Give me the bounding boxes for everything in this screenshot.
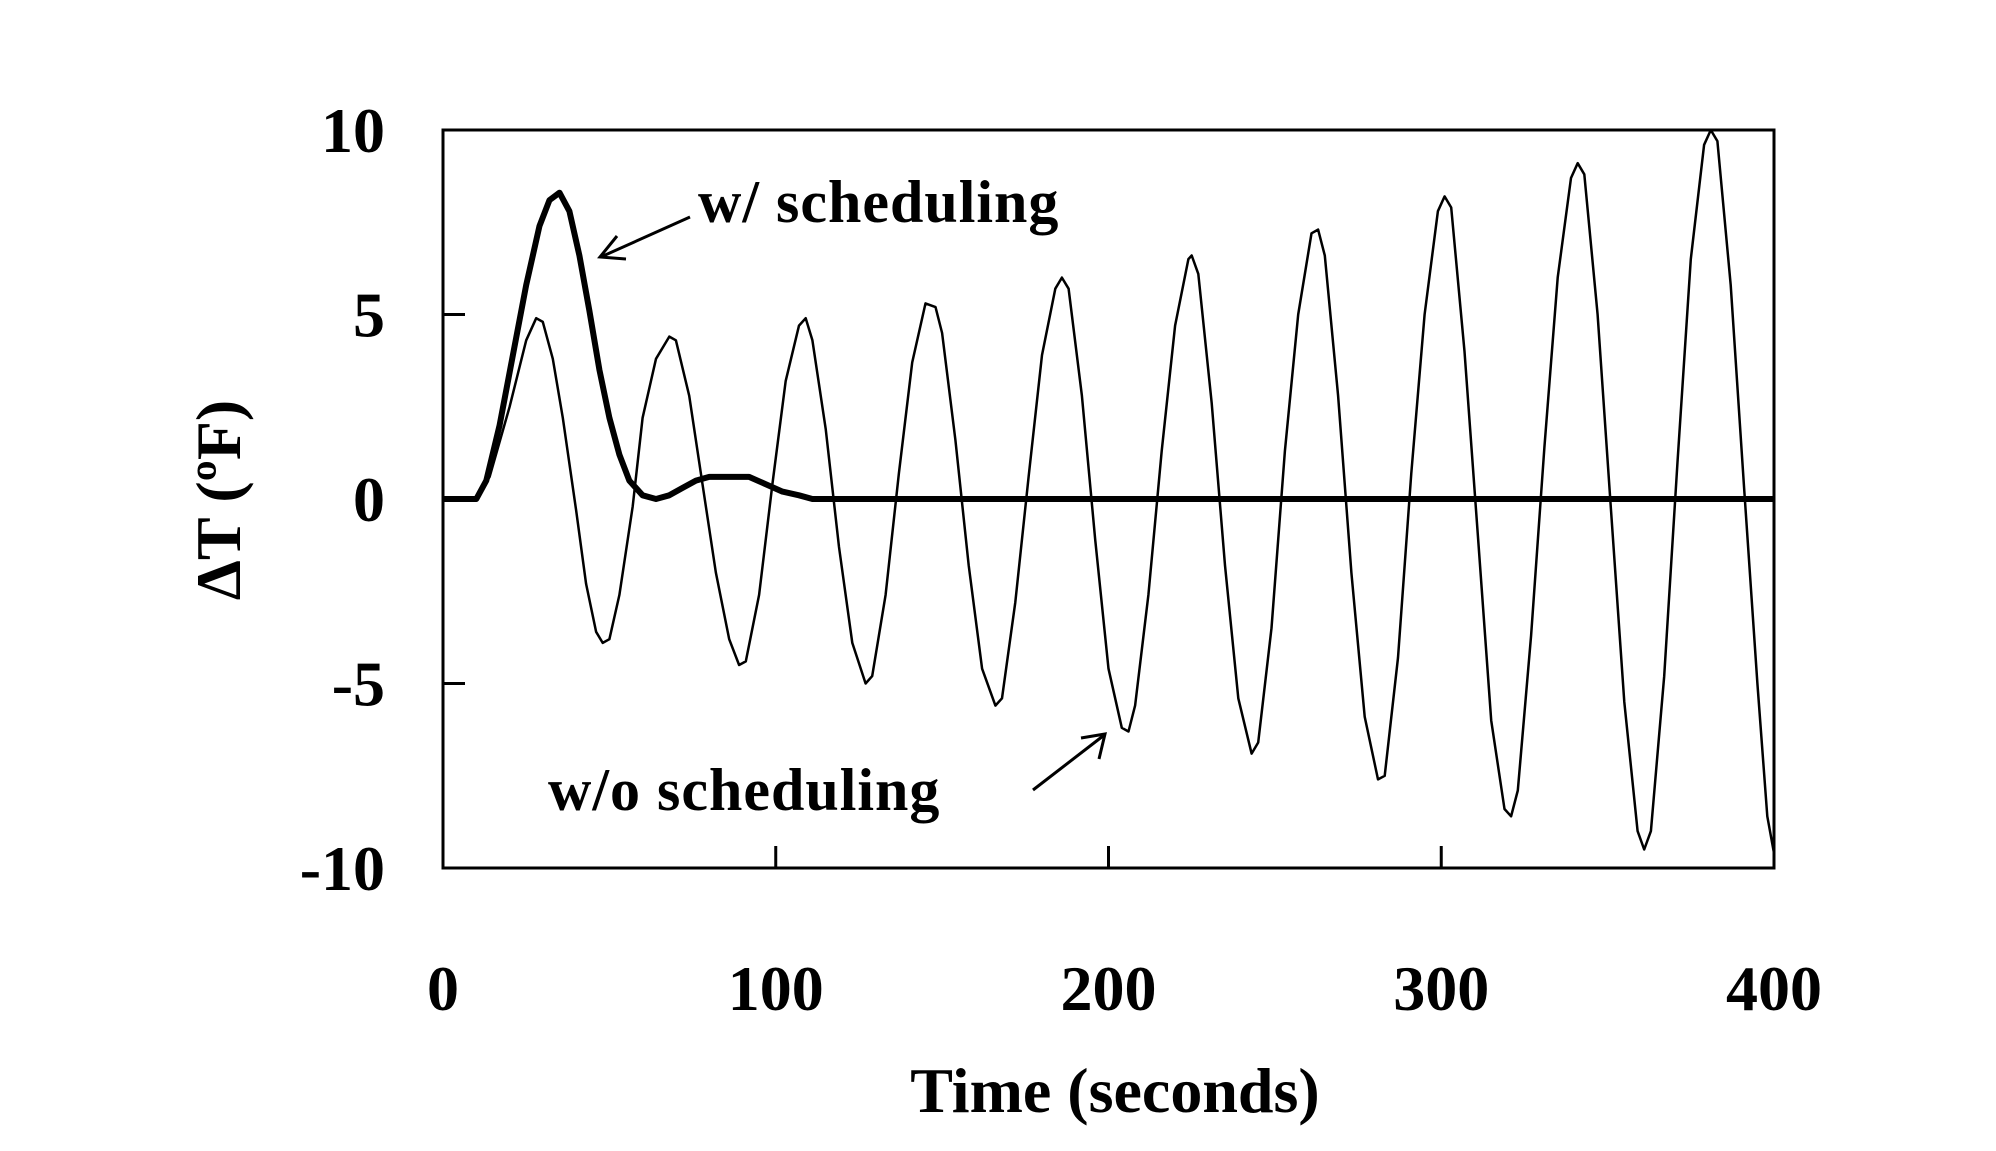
annotation-w-scheduling-label: w/ scheduling <box>698 169 1059 235</box>
y-axis-title: ΔT (ºF) <box>183 400 254 601</box>
series-line-without-scheduling <box>443 128 1776 854</box>
x-tick-label: 400 <box>1726 953 1822 1024</box>
x-tick-label: 100 <box>728 953 824 1024</box>
y-tick-label: 5 <box>353 280 385 351</box>
annotation-wo-scheduling-arrowhead <box>1080 732 1107 760</box>
y-tick-label: 0 <box>353 464 385 535</box>
y-tick-label: -5 <box>332 649 385 720</box>
annotation-layer: w/ scheduling w/o scheduling <box>548 169 1107 823</box>
y-axis: 10 5 0 -5 -10 <box>300 95 465 904</box>
series-layer <box>443 128 1776 854</box>
annotation-w-scheduling-arrow <box>602 215 691 258</box>
annotation-wo-scheduling-label: w/o scheduling <box>548 757 940 823</box>
x-axis: 0 100 200 300 400 <box>427 846 1822 1024</box>
annotation-w-scheduling-arrowhead <box>597 235 627 261</box>
y-tick-label: -10 <box>300 833 385 904</box>
x-axis-title: Time (seconds) <box>910 1055 1319 1126</box>
series-line-with-scheduling <box>443 189 1774 502</box>
annotation-wo-scheduling-arrow <box>1032 734 1104 792</box>
x-tick-label: 300 <box>1393 953 1489 1024</box>
y-tick-label: 10 <box>321 95 385 166</box>
x-tick-label: 200 <box>1061 953 1157 1024</box>
x-tick-label: 0 <box>427 953 459 1024</box>
